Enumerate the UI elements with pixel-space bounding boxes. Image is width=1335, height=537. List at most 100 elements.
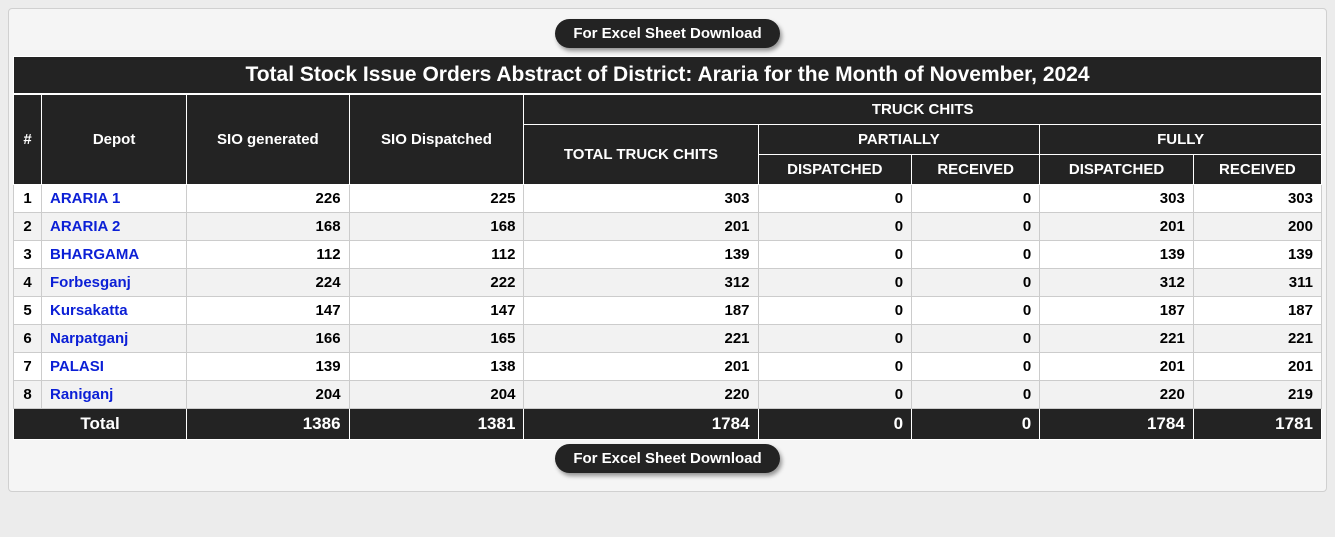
table-row: 7PALASI13913820100201201 bbox=[14, 353, 1322, 381]
table-title: Total Stock Issue Orders Abstract of Dis… bbox=[13, 56, 1322, 94]
depot-link[interactable]: Forbesganj bbox=[50, 274, 131, 291]
total-sio_disp: 1381 bbox=[349, 409, 524, 440]
cell-p-recv: 0 bbox=[912, 297, 1040, 325]
cell-f-recv: 221 bbox=[1193, 325, 1321, 353]
download-button-bottom[interactable]: For Excel Sheet Download bbox=[555, 444, 779, 473]
cell-p-recv: 0 bbox=[912, 325, 1040, 353]
cell-f-disp: 201 bbox=[1040, 213, 1194, 241]
cell-p-recv: 0 bbox=[912, 353, 1040, 381]
table-row: 3BHARGAMA11211213900139139 bbox=[14, 241, 1322, 269]
col-index: # bbox=[14, 95, 42, 185]
cell-depot[interactable]: ARARIA 2 bbox=[42, 213, 187, 241]
cell-sio-gen: 139 bbox=[187, 353, 349, 381]
col-depot: Depot bbox=[42, 95, 187, 185]
total-f_recv: 1781 bbox=[1193, 409, 1321, 440]
depot-link[interactable]: ARARIA 2 bbox=[50, 218, 120, 235]
col-full-received: RECEIVED bbox=[1193, 155, 1321, 185]
cell-p-disp: 0 bbox=[758, 185, 912, 213]
cell-index: 6 bbox=[14, 325, 42, 353]
total-label: Total bbox=[14, 409, 187, 440]
cell-total-tc: 303 bbox=[524, 185, 758, 213]
cell-f-recv: 200 bbox=[1193, 213, 1321, 241]
cell-sio-gen: 166 bbox=[187, 325, 349, 353]
cell-sio-gen: 147 bbox=[187, 297, 349, 325]
cell-p-disp: 0 bbox=[758, 353, 912, 381]
cell-sio-disp: 147 bbox=[349, 297, 524, 325]
cell-depot[interactable]: Kursakatta bbox=[42, 297, 187, 325]
depot-link[interactable]: ARARIA 1 bbox=[50, 190, 120, 207]
col-sio-gen: SIO generated bbox=[187, 95, 349, 185]
col-part-received: RECEIVED bbox=[912, 155, 1040, 185]
cell-f-disp: 221 bbox=[1040, 325, 1194, 353]
cell-f-disp: 139 bbox=[1040, 241, 1194, 269]
report-panel: For Excel Sheet Download Total Stock Iss… bbox=[8, 8, 1327, 492]
cell-p-disp: 0 bbox=[758, 241, 912, 269]
cell-f-recv: 139 bbox=[1193, 241, 1321, 269]
col-sio-disp: SIO Dispatched bbox=[349, 95, 524, 185]
col-fully: FULLY bbox=[1040, 125, 1322, 155]
total-sio_gen: 1386 bbox=[187, 409, 349, 440]
download-button-top[interactable]: For Excel Sheet Download bbox=[555, 19, 779, 48]
depot-link[interactable]: PALASI bbox=[50, 358, 104, 375]
cell-p-recv: 0 bbox=[912, 213, 1040, 241]
cell-p-recv: 0 bbox=[912, 241, 1040, 269]
cell-p-disp: 0 bbox=[758, 213, 912, 241]
cell-p-disp: 0 bbox=[758, 269, 912, 297]
depot-link[interactable]: Kursakatta bbox=[50, 302, 128, 319]
cell-p-recv: 0 bbox=[912, 185, 1040, 213]
cell-depot[interactable]: Forbesganj bbox=[42, 269, 187, 297]
cell-total-tc: 139 bbox=[524, 241, 758, 269]
total-f_disp: 1784 bbox=[1040, 409, 1194, 440]
cell-depot[interactable]: ARARIA 1 bbox=[42, 185, 187, 213]
cell-p-disp: 0 bbox=[758, 381, 912, 409]
cell-index: 1 bbox=[14, 185, 42, 213]
cell-sio-gen: 112 bbox=[187, 241, 349, 269]
cell-f-recv: 187 bbox=[1193, 297, 1321, 325]
cell-f-recv: 311 bbox=[1193, 269, 1321, 297]
col-total-tc: TOTAL TRUCK CHITS bbox=[524, 125, 758, 185]
bottom-button-row: For Excel Sheet Download bbox=[13, 444, 1322, 473]
cell-sio-disp: 112 bbox=[349, 241, 524, 269]
cell-p-disp: 0 bbox=[758, 325, 912, 353]
cell-index: 8 bbox=[14, 381, 42, 409]
cell-total-tc: 187 bbox=[524, 297, 758, 325]
cell-total-tc: 220 bbox=[524, 381, 758, 409]
col-part-dispatched: DISPATCHED bbox=[758, 155, 912, 185]
cell-index: 5 bbox=[14, 297, 42, 325]
depot-link[interactable]: Raniganj bbox=[50, 386, 113, 403]
cell-index: 7 bbox=[14, 353, 42, 381]
total-p_disp: 0 bbox=[758, 409, 912, 440]
cell-total-tc: 312 bbox=[524, 269, 758, 297]
cell-total-tc: 201 bbox=[524, 213, 758, 241]
cell-sio-gen: 226 bbox=[187, 185, 349, 213]
table-row: 1ARARIA 122622530300303303 bbox=[14, 185, 1322, 213]
table-row: 6Narpatganj16616522100221221 bbox=[14, 325, 1322, 353]
cell-sio-gen: 168 bbox=[187, 213, 349, 241]
cell-sio-disp: 222 bbox=[349, 269, 524, 297]
cell-total-tc: 201 bbox=[524, 353, 758, 381]
table-row: 4Forbesganj22422231200312311 bbox=[14, 269, 1322, 297]
col-truck-chits: TRUCK CHITS bbox=[524, 95, 1322, 125]
cell-depot[interactable]: PALASI bbox=[42, 353, 187, 381]
cell-index: 3 bbox=[14, 241, 42, 269]
table-row: 5Kursakatta14714718700187187 bbox=[14, 297, 1322, 325]
sio-abstract-table: Total Stock Issue Orders Abstract of Dis… bbox=[13, 56, 1322, 440]
cell-f-disp: 187 bbox=[1040, 297, 1194, 325]
cell-p-disp: 0 bbox=[758, 297, 912, 325]
cell-index: 2 bbox=[14, 213, 42, 241]
cell-sio-disp: 225 bbox=[349, 185, 524, 213]
cell-sio-disp: 204 bbox=[349, 381, 524, 409]
cell-depot[interactable]: BHARGAMA bbox=[42, 241, 187, 269]
cell-p-recv: 0 bbox=[912, 269, 1040, 297]
cell-f-disp: 220 bbox=[1040, 381, 1194, 409]
cell-total-tc: 221 bbox=[524, 325, 758, 353]
depot-link[interactable]: Narpatganj bbox=[50, 330, 128, 347]
cell-sio-gen: 204 bbox=[187, 381, 349, 409]
table-row: 2ARARIA 216816820100201200 bbox=[14, 213, 1322, 241]
cell-depot[interactable]: Raniganj bbox=[42, 381, 187, 409]
cell-depot[interactable]: Narpatganj bbox=[42, 325, 187, 353]
total-total_tc: 1784 bbox=[524, 409, 758, 440]
depot-link[interactable]: BHARGAMA bbox=[50, 246, 139, 263]
cell-f-recv: 201 bbox=[1193, 353, 1321, 381]
cell-f-disp: 201 bbox=[1040, 353, 1194, 381]
